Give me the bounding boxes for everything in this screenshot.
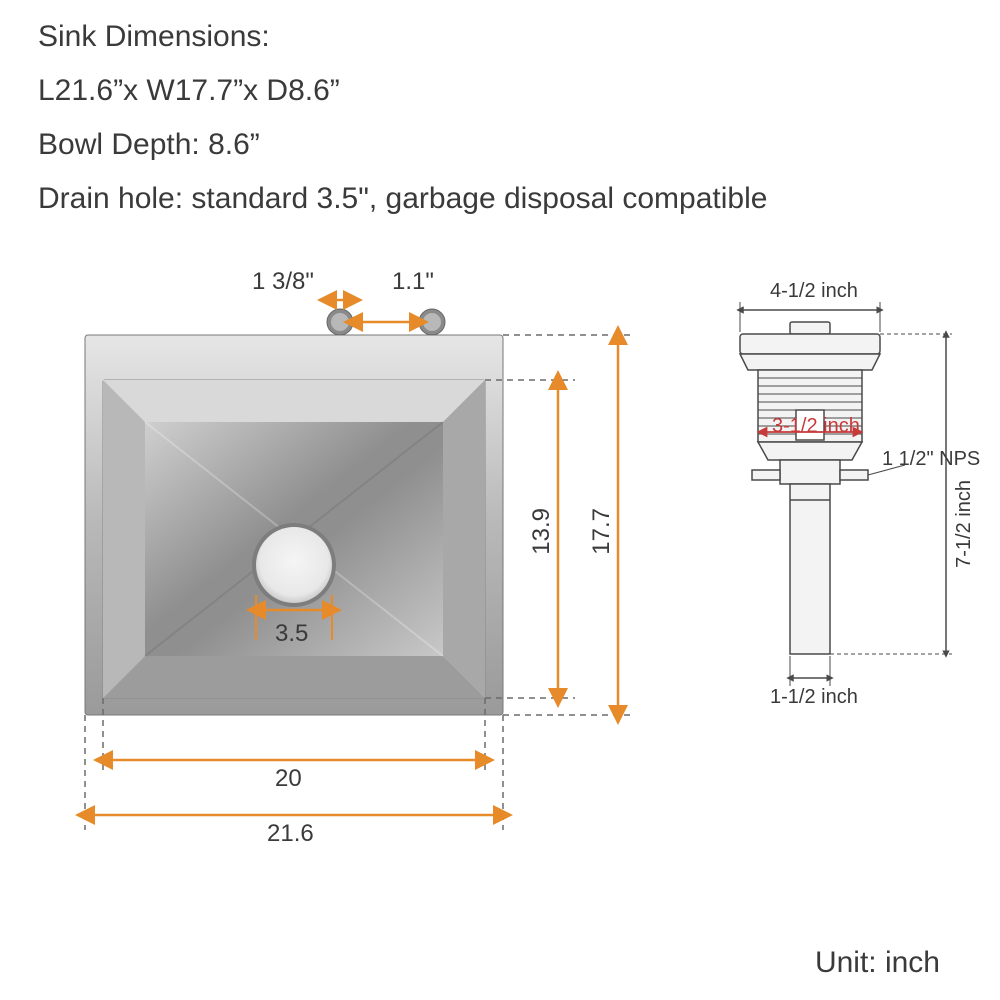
drain-mid-width: 3-1/2 inch (772, 415, 860, 438)
drain-height: 7-1/2 inch (953, 480, 976, 568)
dim-hole-dia: 1 3/8" (252, 268, 314, 296)
dim-inner-h: 13.9 (528, 508, 556, 555)
unit-label: Unit: inch (815, 946, 940, 980)
sink-top-view (85, 309, 503, 715)
diagram-svg (0, 0, 1000, 1000)
dim-inner-w: 20 (275, 765, 302, 793)
drain-nps: 1 1/2" NPS (882, 448, 980, 471)
dim-drain-dia: 3.5 (275, 620, 308, 648)
drain-top-width: 4-1/2 inch (770, 280, 858, 303)
dim-outer-h: 17.7 (588, 508, 616, 555)
drain-bottom-width: 1-1/2 inch (770, 686, 858, 709)
dim-hole-gap: 1.1" (392, 268, 434, 296)
dim-outer-w: 21.6 (267, 820, 314, 848)
drain-assembly (740, 322, 880, 654)
